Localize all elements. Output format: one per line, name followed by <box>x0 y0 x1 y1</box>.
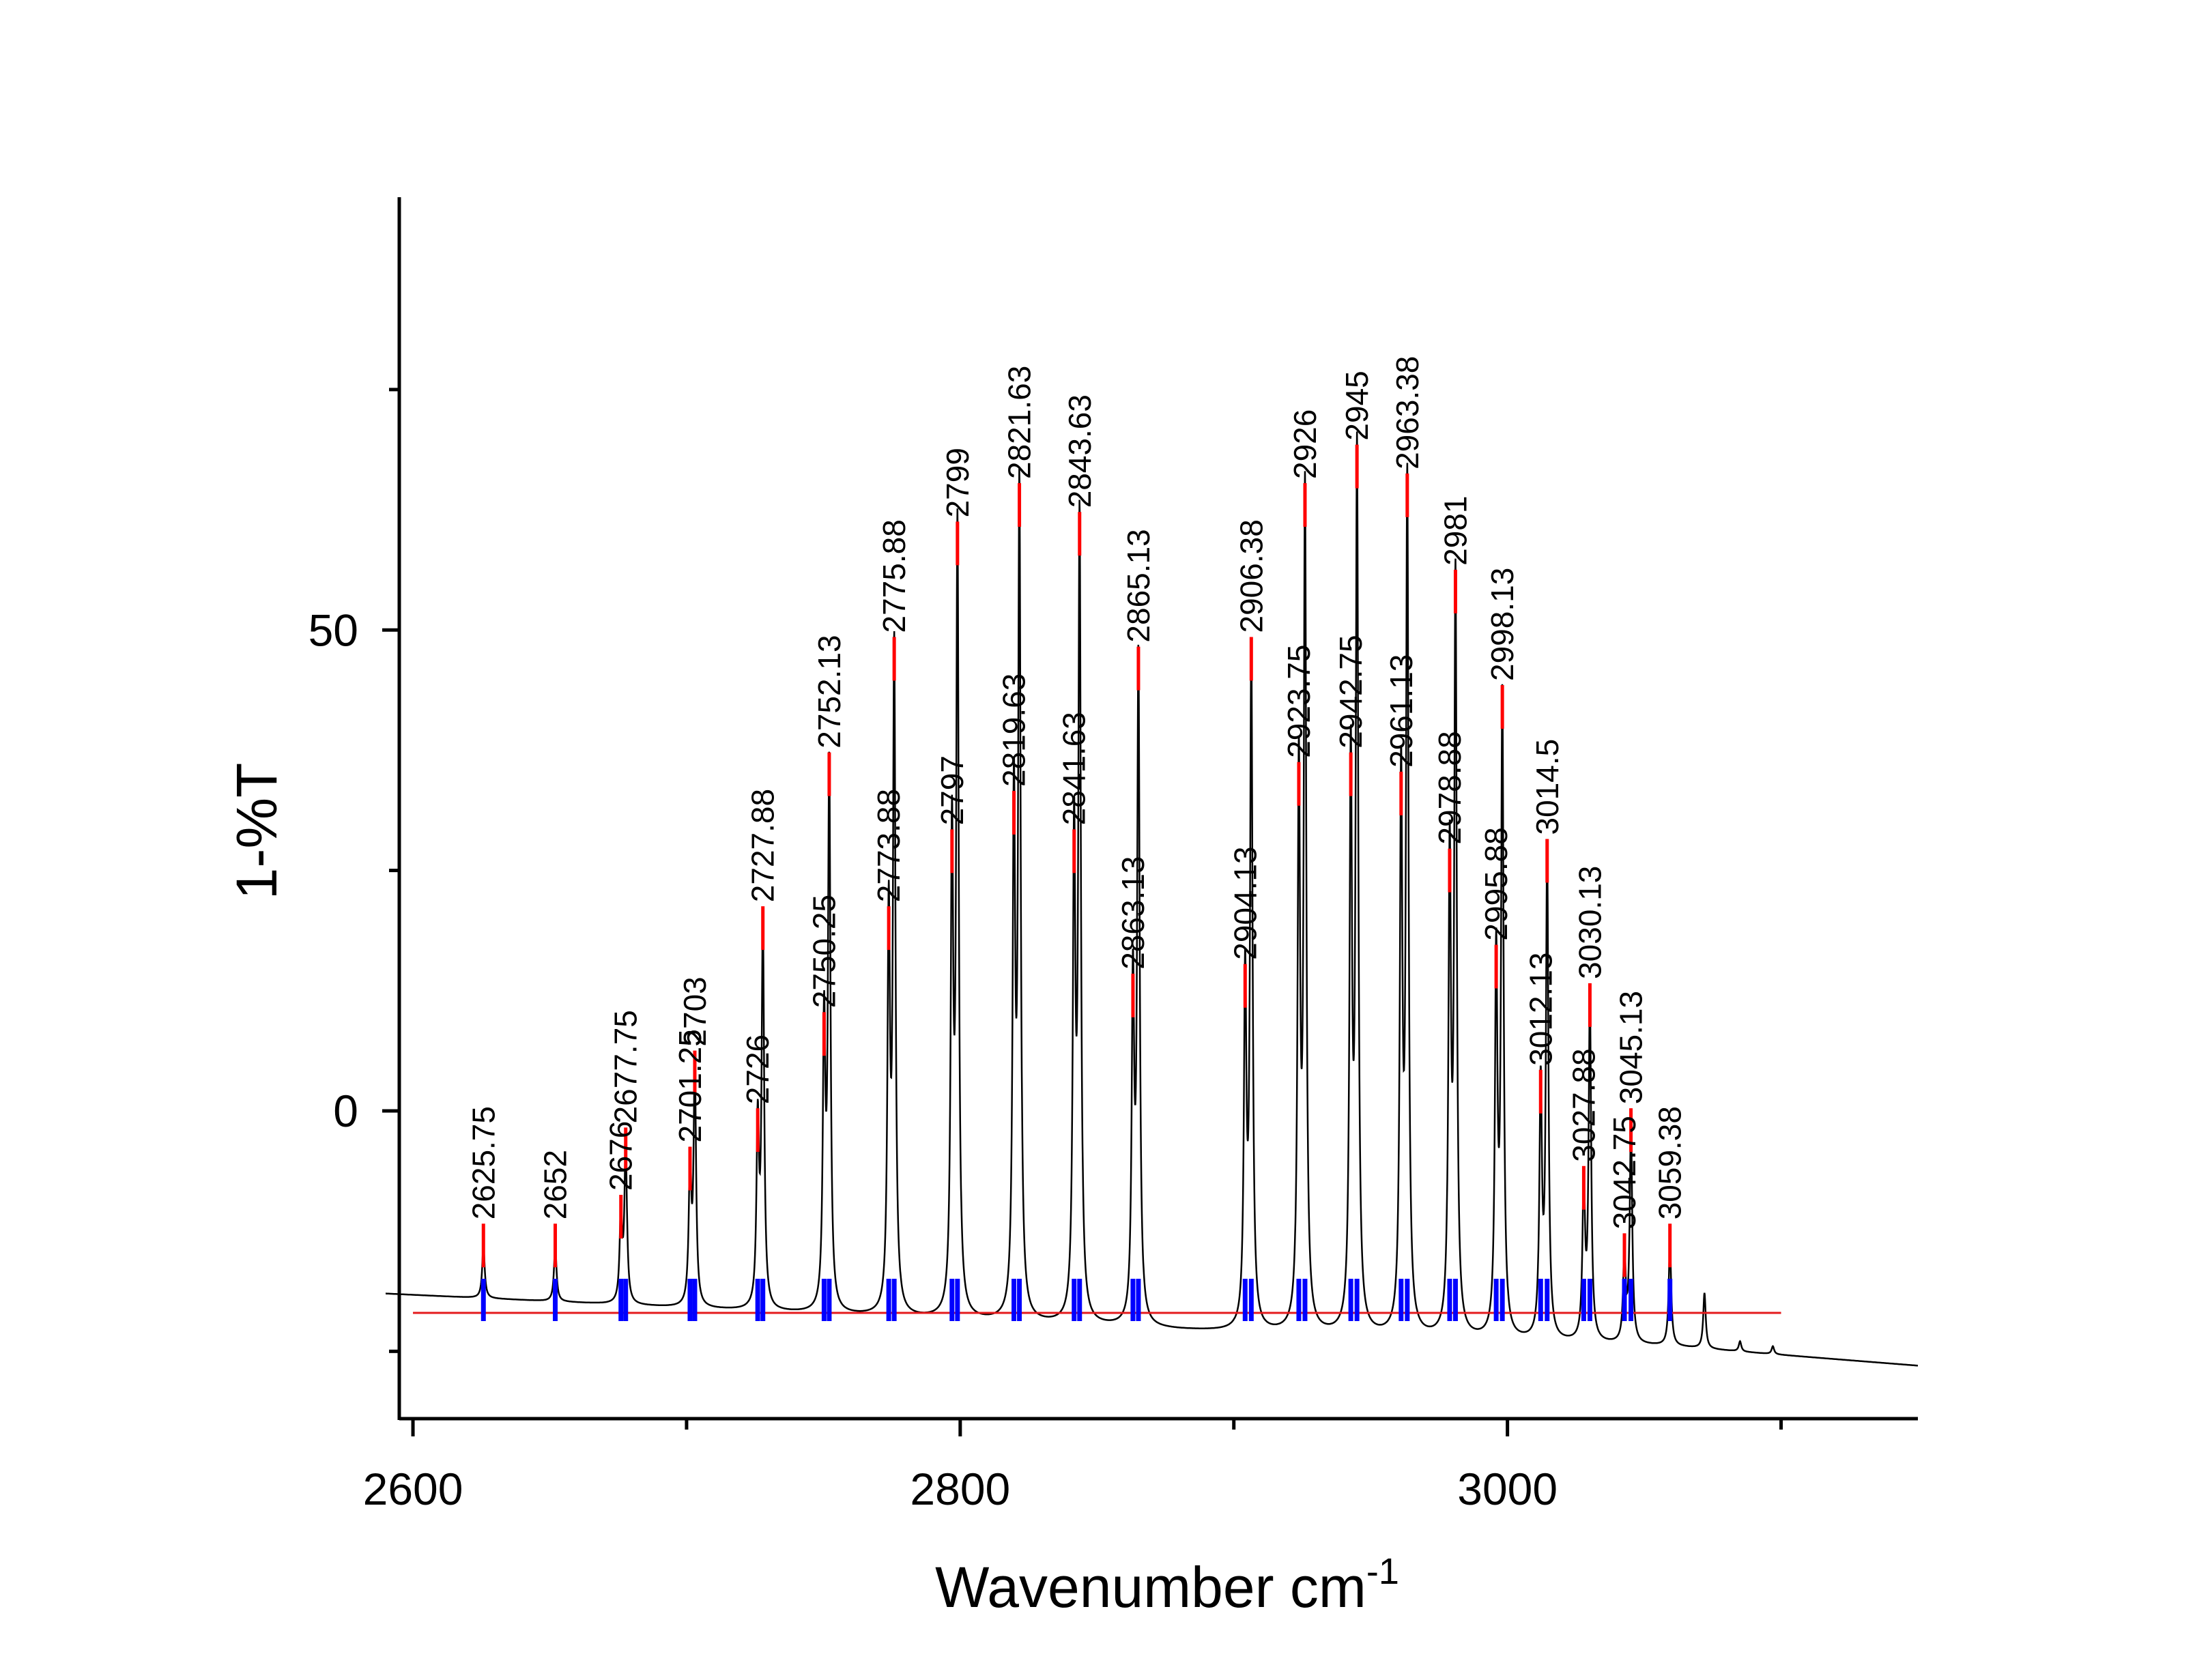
peak-label: 2703 <box>677 976 713 1046</box>
x-tick-label: 2600 <box>363 1464 463 1514</box>
peak-label: 2841.63 <box>1057 712 1092 825</box>
ticks: 0 50 2600 2800 3000 <box>309 388 1783 1514</box>
peak-label: 2676 <box>603 1121 639 1191</box>
peak-label: 2865.13 <box>1121 529 1156 642</box>
peak-label: 2863.13 <box>1115 856 1151 970</box>
x-tick-label: 3000 <box>1457 1464 1558 1514</box>
peak-label: 2701.25 <box>672 1029 708 1142</box>
peak-label: 2963.38 <box>1390 356 1425 469</box>
peak-label: 2904.13 <box>1227 846 1263 959</box>
peak-label: 2677.75 <box>608 1010 644 1123</box>
peak-label: 2978.88 <box>1432 731 1467 844</box>
peak-label: 2726 <box>740 1034 775 1104</box>
peak-label: 3059.38 <box>1652 1106 1688 1219</box>
peak-label: 3030.13 <box>1572 866 1607 979</box>
peak-label: 3012.13 <box>1523 953 1558 1066</box>
peak-label: 2906.38 <box>1233 519 1269 633</box>
y-tick-label: 50 <box>309 605 358 655</box>
x-tick-label: 2800 <box>910 1464 1010 1514</box>
peak-label: 2945 <box>1339 371 1375 440</box>
plot-area <box>386 431 1918 1367</box>
peak-label: 3042.75 <box>1607 1116 1642 1229</box>
peak-label: 3014.5 <box>1530 739 1565 835</box>
peak-label: 2923.75 <box>1281 645 1317 758</box>
peak-label: 2750.25 <box>806 895 842 1008</box>
peak-label: 2625.75 <box>465 1106 501 1219</box>
peak-label: 2773.88 <box>871 789 906 902</box>
y-axis-title: 1-%T <box>225 763 289 900</box>
axes <box>397 197 1918 1421</box>
peak-label: 2652 <box>538 1150 573 1219</box>
peak-label: 2821.63 <box>1002 366 1037 479</box>
x-axis-title: Wavenumber cm-1 <box>935 1551 1399 1619</box>
peak-label: 2819.63 <box>996 674 1032 787</box>
peak-label: 3027.88 <box>1566 1048 1601 1161</box>
peak-label: 2995.88 <box>1478 827 1514 940</box>
peak-label: 2752.13 <box>812 635 847 748</box>
peak-label: 2961.13 <box>1383 654 1419 768</box>
peak-label: 3045.13 <box>1613 991 1649 1104</box>
peak-label: 2843.63 <box>1062 394 1098 508</box>
peak-label: 2775.88 <box>876 519 912 633</box>
peak-label: 2981 <box>1438 496 1474 566</box>
peak-label: 2727.88 <box>745 789 781 902</box>
spectrum-line <box>386 431 1918 1367</box>
peak-label: 2926 <box>1287 409 1323 479</box>
peak-label: 2799 <box>940 448 975 517</box>
y-tick-label: 0 <box>333 1086 358 1136</box>
peak-label: 2998.13 <box>1484 568 1520 681</box>
peak-label: 2942.75 <box>1333 635 1368 748</box>
peak-label: 2797 <box>934 755 970 825</box>
